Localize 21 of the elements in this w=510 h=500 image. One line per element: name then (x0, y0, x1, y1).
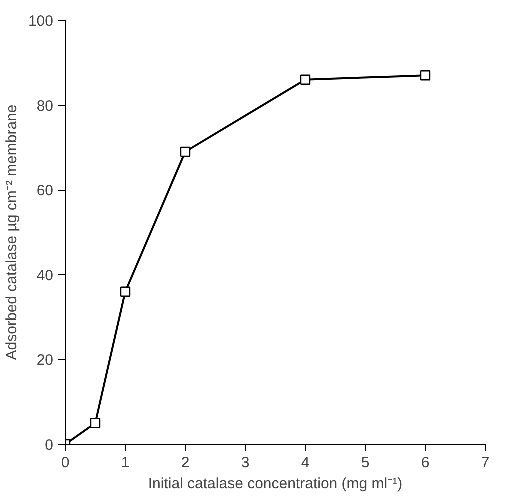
point (420, 70, 431, 81)
point (120, 286, 131, 297)
point (300, 74, 311, 85)
x-tick-label: 7 (481, 454, 490, 472)
y-tick-label: 80 (36, 98, 54, 115)
point (90, 418, 101, 428)
y-tick-label: 0 (45, 437, 54, 454)
y-tick-label: 40 (36, 267, 54, 284)
point (180, 146, 191, 158)
y-tick-label: 60 (36, 182, 54, 200)
x-tick-label: 1 (121, 454, 130, 472)
x-axis-title: Initial catalase concentration (mg ml⁻¹) (148, 476, 403, 492)
x-tick-label: 4 (301, 454, 310, 472)
y-tick-label: 100 (28, 13, 54, 30)
x-tick-label: 0 (61, 454, 70, 472)
y-axis-title: Adsorbed catalase µg cm⁻² membrane (3, 104, 20, 360)
x-tick-label: 6 (421, 454, 430, 472)
x-tick-label: 2 (181, 454, 190, 472)
x-tick-label: 3 (241, 454, 250, 472)
y-tick-label: 20 (36, 352, 54, 370)
x-tick-label: 5 (361, 454, 370, 472)
